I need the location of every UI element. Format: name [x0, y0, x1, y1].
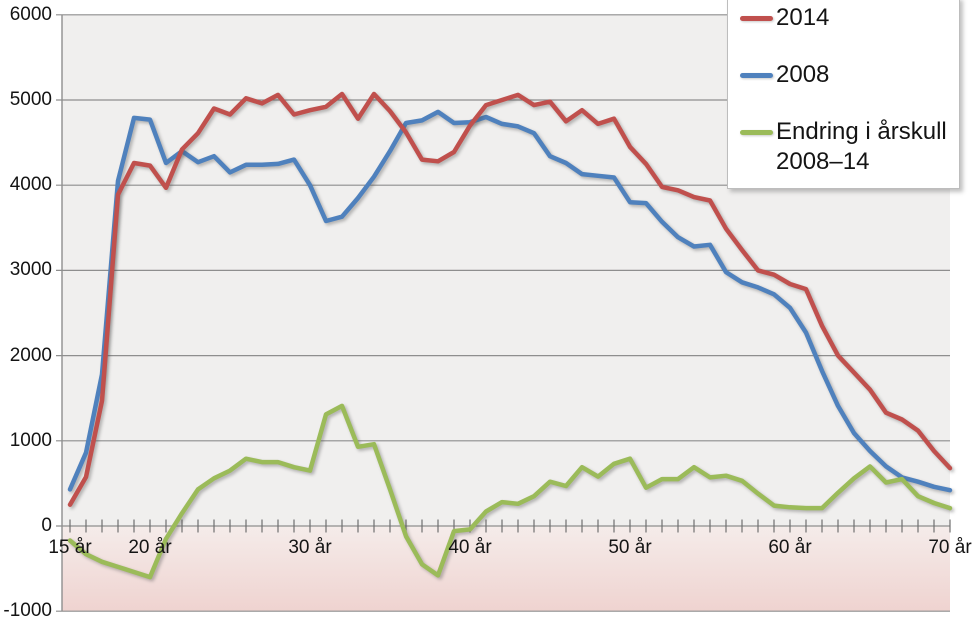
x-tick-label: 15 år	[48, 537, 92, 558]
y-tick-label: -1000	[3, 600, 52, 622]
below-zero-band	[62, 526, 950, 612]
series-line-endring-i-årskull-2008–14	[67, 403, 953, 580]
legend-line-sample-2014-icon	[740, 16, 773, 21]
x-tick-label: 40 år	[448, 537, 492, 558]
legend-label-2008: 2008	[776, 61, 830, 88]
legend: 2014 2008 Endring i årskull 2008–14	[727, 0, 960, 189]
legend-item-2014: 2014	[740, 3, 954, 33]
series-line-2008	[67, 109, 953, 493]
y-tick-label: 5000	[9, 89, 52, 110]
legend-item-2008: 2008	[740, 60, 954, 90]
x-tick-label: 30 år	[288, 537, 332, 558]
legend-line-sample-endring-icon	[740, 130, 773, 135]
y-tick-label: 6000	[9, 3, 52, 25]
x-tick-label: 50 år	[608, 537, 652, 558]
y-tick-label: 1000	[9, 429, 52, 451]
y-tick-label: 3000	[9, 259, 52, 281]
series-line-2014	[67, 91, 953, 507]
legend-label-endring: Endring i årskull 2008–14	[776, 118, 947, 175]
y-tick-label: 2000	[9, 344, 52, 366]
x-tick-label: 20 år	[128, 537, 172, 558]
legend-label-2014: 2014	[776, 4, 830, 31]
x-tick-label: 70 år	[928, 537, 972, 558]
x-tick-label: 60 år	[768, 537, 812, 558]
y-tick-label: 0	[41, 515, 52, 536]
legend-item-endring: Endring i årskull 2008–14	[740, 117, 954, 177]
y-tick-label: 4000	[9, 174, 52, 196]
legend-line-sample-2008-icon	[740, 73, 773, 78]
